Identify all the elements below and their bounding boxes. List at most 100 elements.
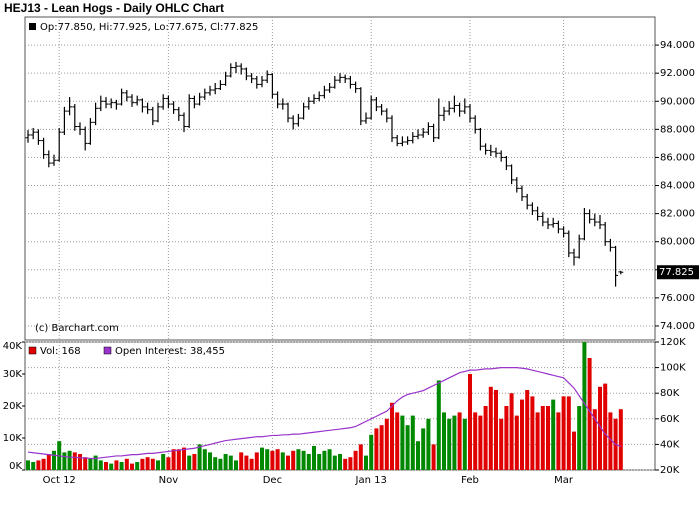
y-tick-label: 90.000: [660, 96, 695, 107]
volume-bar: [457, 412, 462, 470]
volume-bar: [426, 418, 431, 470]
volume-bar: [338, 454, 342, 470]
last-price-box: [657, 265, 699, 280]
volume-bar: [395, 412, 400, 470]
volume-bar: [364, 455, 368, 470]
volume-bar: [218, 458, 223, 470]
x-tick-label: Dec: [263, 475, 282, 486]
volume-bar: [93, 455, 98, 470]
volume-bar: [176, 449, 181, 470]
volume-bar: [603, 383, 608, 470]
volume-bar: [551, 399, 556, 470]
volume-bar: [587, 358, 592, 470]
y2-tick-label: 60K: [660, 414, 680, 425]
ohlc-legend-swatch: [29, 23, 36, 30]
volume-bar: [166, 457, 171, 470]
y2-tick-label: 20K: [660, 465, 680, 476]
volume-bar: [421, 428, 426, 470]
volume-bar: [504, 406, 509, 470]
volume-bar: [343, 458, 348, 470]
volume-bar: [223, 454, 228, 470]
volume-bar: [114, 460, 119, 470]
volume-bar: [410, 415, 415, 470]
volume-bar: [119, 462, 124, 470]
volume-bar: [187, 455, 192, 470]
volume-bar: [509, 393, 514, 470]
volume-bar: [98, 460, 103, 470]
volume-bar: [145, 457, 150, 470]
volume-bar: [296, 449, 301, 470]
volume-bar: [72, 452, 77, 470]
volume-bar: [286, 455, 290, 470]
volume-bar: [161, 454, 166, 470]
oi-legend-swatch: [103, 346, 112, 355]
price-panel: [24, 16, 656, 341]
x-tick-label: Mar: [554, 475, 574, 486]
volume-bar: [156, 460, 160, 470]
volume-bar: [436, 380, 441, 470]
vol-tick-label: 10K: [3, 433, 23, 444]
y2-tick-label: 80K: [660, 388, 680, 399]
volume-bar: [46, 454, 51, 470]
volume-bar: [618, 409, 623, 470]
vol-tick-label: 30K: [3, 369, 23, 380]
volume-bar: [213, 457, 218, 470]
volume-bar: [442, 412, 446, 470]
volume-bar: [140, 458, 145, 470]
volume-bar: [369, 434, 374, 470]
volume-bar: [494, 390, 498, 470]
volume-bar: [452, 415, 457, 470]
y2-tick-label: 120K: [660, 337, 686, 348]
volume-bar: [546, 406, 550, 470]
volume-bar: [520, 399, 524, 470]
volume-bar: [83, 457, 88, 470]
vol-tick-label: 40K: [3, 341, 23, 352]
y-tick-label: 92.000: [660, 68, 695, 79]
y2-tick-label: 40K: [660, 439, 680, 450]
y-tick-label: 82.000: [660, 209, 695, 220]
volume-bar: [67, 450, 72, 470]
volume-bar: [208, 452, 212, 470]
volume-bar: [109, 463, 114, 470]
y-tick-label: 84.000: [660, 181, 695, 192]
volume-bar: [566, 396, 571, 470]
volume-bar: [608, 412, 613, 470]
x-tick-label: Nov: [159, 475, 179, 486]
volume-bar: [358, 444, 363, 470]
volume-bar: [291, 450, 296, 470]
volume-bar: [228, 455, 233, 470]
vol-tick-label: 0K: [9, 461, 22, 472]
volume-bar: [275, 449, 280, 470]
volume-legend-swatch: [28, 346, 37, 355]
volume-bar: [447, 418, 452, 470]
x-tick-label: Jan 13: [355, 475, 387, 486]
volume-bar: [41, 458, 46, 470]
volume-bar: [468, 374, 472, 470]
vol-tick-label: 20K: [3, 401, 23, 412]
volume-bar: [26, 460, 30, 470]
volume-bar: [499, 418, 504, 470]
volume-bar: [431, 444, 436, 470]
volume-bar: [379, 425, 384, 470]
volume-panel: [24, 341, 656, 471]
open-interest-line: [27, 367, 622, 460]
volume-bar: [249, 458, 254, 470]
volume-bar: [514, 415, 519, 470]
y-tick-label: 86.000: [660, 152, 695, 163]
volume-bar: [36, 460, 41, 470]
volume-bar: [239, 452, 244, 470]
volume-bar: [31, 462, 36, 470]
ohlc-legend: Op:77.850, Hi:77.925, Lo:77.675, Cl:77.8…: [40, 22, 258, 33]
volume-bar: [400, 415, 405, 470]
volume-bar: [577, 406, 582, 470]
volume-bar: [390, 402, 394, 470]
volume-bar: [535, 412, 540, 470]
y-tick-label: 76.000: [660, 293, 695, 304]
volume-bar: [312, 446, 316, 470]
volume-bar: [52, 450, 56, 470]
last-price-label: 77.825: [659, 267, 694, 278]
copyright: (c) Barchart.com: [35, 323, 119, 334]
volume-bar: [332, 455, 337, 470]
volume-bar: [197, 444, 202, 470]
